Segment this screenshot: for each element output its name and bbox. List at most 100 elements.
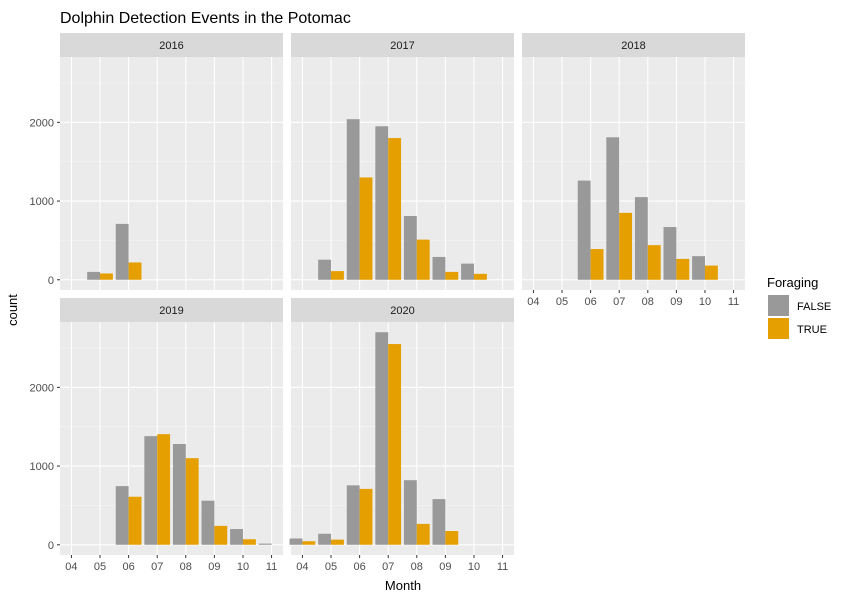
bar-false-08 bbox=[634, 197, 648, 280]
y-tick-label: 2000 bbox=[30, 117, 54, 129]
bar-true-07 bbox=[619, 212, 633, 280]
bar-true-07 bbox=[388, 344, 402, 545]
y-tick-label: 1000 bbox=[30, 196, 54, 208]
x-tick-label: 08 bbox=[642, 296, 654, 308]
facet-panel-2020: 2020 04 05 06 07 08 09 10 11 bbox=[289, 298, 514, 573]
bar-false-08 bbox=[403, 216, 417, 280]
bar-true-06 bbox=[359, 177, 373, 280]
bar-false-04 bbox=[289, 538, 303, 545]
bar-false-06 bbox=[577, 180, 591, 280]
bar-true-08 bbox=[647, 245, 661, 280]
panel-background bbox=[522, 57, 745, 290]
x-tick-label: 09 bbox=[439, 561, 451, 573]
x-tick-label: 07 bbox=[382, 561, 394, 573]
bar-false-07 bbox=[144, 436, 158, 545]
panel-background bbox=[291, 57, 514, 290]
bar-true-10 bbox=[704, 265, 718, 280]
legend-key-true bbox=[768, 318, 789, 339]
bar-false-06 bbox=[115, 223, 129, 280]
bar-true-09 bbox=[676, 258, 690, 280]
y-tick-label: 0 bbox=[48, 540, 54, 552]
bar-true-08 bbox=[416, 239, 430, 280]
bar-true-09 bbox=[445, 271, 459, 280]
x-tick-label: 07 bbox=[613, 296, 625, 308]
legend-label-false: FALSE bbox=[797, 301, 831, 313]
bar-true-06 bbox=[359, 488, 373, 545]
legend-label-true: TRUE bbox=[797, 324, 827, 336]
x-tick-label: 06 bbox=[122, 561, 134, 573]
bar-false-10 bbox=[692, 256, 705, 280]
bar-true-09 bbox=[214, 525, 228, 545]
facet-panel-2019: 2019 0 1000 2000 04 05 06 07 08 09 10 11 bbox=[30, 298, 283, 573]
y-axis-title: count bbox=[5, 294, 20, 326]
bar-true-06 bbox=[128, 262, 142, 280]
bar-false-09 bbox=[663, 227, 677, 280]
x-tick-label: 09 bbox=[208, 561, 220, 573]
bar-false-05 bbox=[318, 259, 332, 280]
x-axis-title: Month bbox=[385, 578, 421, 593]
x-tick-label: 05 bbox=[556, 296, 568, 308]
chart-title: Dolphin Detection Events in the Potomac bbox=[60, 10, 351, 27]
bar-false-05 bbox=[87, 271, 101, 280]
bar-false-07 bbox=[606, 137, 620, 280]
facet-strip-label: 2017 bbox=[390, 40, 414, 52]
x-tick-label: 06 bbox=[584, 296, 596, 308]
bar-true-10 bbox=[242, 539, 256, 545]
facet-panel-2016: 2016 0 1000 2000 bbox=[30, 33, 283, 290]
bar-false-08 bbox=[172, 444, 186, 545]
x-tick-label: 04 bbox=[296, 561, 308, 573]
panel-background bbox=[60, 322, 283, 555]
bar-true-06 bbox=[128, 496, 142, 545]
facet-strip bbox=[522, 33, 745, 57]
x-tick-label: 10 bbox=[237, 561, 249, 573]
bar-false-08 bbox=[403, 480, 417, 545]
facet-strip bbox=[60, 298, 283, 322]
bar-true-09 bbox=[445, 530, 459, 545]
bar-true-08 bbox=[416, 523, 430, 545]
bar-true-07 bbox=[157, 434, 171, 545]
bar-true-04 bbox=[302, 541, 316, 545]
x-tick-label: 08 bbox=[411, 561, 423, 573]
x-tick-label: 04 bbox=[527, 296, 539, 308]
bar-false-10 bbox=[461, 263, 474, 280]
x-tick-label: 06 bbox=[353, 561, 365, 573]
bar-true-06 bbox=[590, 249, 604, 280]
facet-strip bbox=[60, 33, 283, 57]
bar-false-09 bbox=[201, 500, 215, 545]
x-tick-label: 10 bbox=[699, 296, 711, 308]
x-tick-label: 11 bbox=[497, 561, 508, 573]
facet-strip-label: 2018 bbox=[621, 40, 645, 52]
facet-strip-label: 2016 bbox=[159, 40, 183, 52]
facet-strip-label: 2019 bbox=[159, 305, 183, 317]
y-tick-label: 2000 bbox=[30, 382, 54, 394]
facet-panel-2017: 2017 bbox=[291, 33, 514, 290]
panel-background bbox=[291, 322, 514, 555]
x-tick-label: 09 bbox=[670, 296, 682, 308]
bar-true-05 bbox=[331, 271, 344, 280]
facet-strip-label: 2020 bbox=[390, 305, 414, 317]
legend-key-false bbox=[768, 295, 789, 316]
bar-true-05 bbox=[100, 273, 113, 280]
bar-false-05 bbox=[318, 533, 332, 545]
bar-false-09 bbox=[432, 256, 446, 280]
y-tick-label: 0 bbox=[48, 275, 54, 287]
bar-false-09 bbox=[432, 499, 446, 545]
bar-true-08 bbox=[185, 458, 199, 545]
bar-false-07 bbox=[375, 126, 389, 280]
bar-false-11 bbox=[258, 543, 272, 545]
bar-false-06 bbox=[115, 486, 129, 545]
facet-strip bbox=[291, 298, 514, 322]
x-tick-label: 05 bbox=[94, 561, 106, 573]
bar-false-10 bbox=[230, 529, 243, 545]
bar-true-05 bbox=[331, 539, 344, 545]
facet-strip bbox=[291, 33, 514, 57]
x-tick-label: 11 bbox=[728, 296, 739, 308]
x-tick-label: 10 bbox=[468, 561, 480, 573]
facet-panel-2018: 2018 04 05 06 07 08 09 10 11 bbox=[522, 33, 745, 308]
legend-title: Foraging bbox=[767, 275, 818, 290]
bar-false-07 bbox=[375, 332, 389, 545]
x-tick-label: 05 bbox=[325, 561, 337, 573]
x-tick-label: 08 bbox=[180, 561, 192, 573]
